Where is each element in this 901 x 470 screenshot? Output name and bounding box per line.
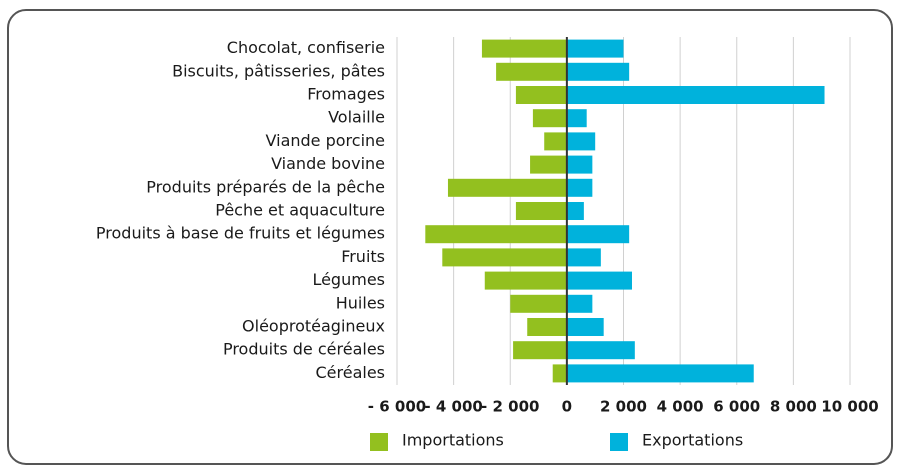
x-tick-label: 8 000 (770, 398, 817, 416)
bar (510, 294, 567, 313)
bar (566, 271, 632, 290)
bar (515, 202, 567, 220)
bar (496, 62, 567, 81)
category-label: Huiles (336, 293, 385, 312)
x-tick-label: 0 (562, 398, 572, 416)
bar (566, 39, 624, 58)
category-label: Produits préparés de la pêche (146, 177, 385, 196)
legend-swatch (610, 433, 628, 451)
bar (566, 178, 593, 197)
bar (566, 225, 630, 244)
bar (566, 155, 593, 174)
category-label: Biscuits, pâtisseries, pâtes (172, 61, 385, 80)
category-label: Viande porcine (266, 131, 385, 150)
category-label: Viande bovine (271, 154, 385, 173)
bar (447, 178, 567, 197)
x-tick-label: 6 000 (713, 398, 760, 416)
legend-label: Exportations (642, 431, 743, 450)
bar (481, 39, 567, 58)
x-tick-label: - 2 000 (481, 398, 539, 416)
x-tick-label: - 4 000 (424, 398, 482, 416)
category-label: Oléoprotéagineux (242, 317, 385, 336)
bar (566, 132, 596, 151)
x-tick-label: 2 000 (600, 398, 647, 416)
category-label: Fromages (307, 85, 385, 104)
bar (513, 341, 567, 360)
bar (566, 202, 584, 220)
bar (566, 318, 604, 336)
bar (484, 271, 567, 290)
legend-label: Importations (402, 431, 504, 450)
bar (566, 62, 630, 81)
bar (566, 364, 754, 383)
category-label: Chocolat, confiserie (227, 38, 385, 57)
bar (527, 318, 567, 336)
category-label: Produits de céréales (223, 340, 385, 359)
legend-swatch (370, 433, 388, 451)
frame (7, 9, 893, 465)
bar (425, 225, 567, 244)
category-label: Légumes (312, 270, 385, 289)
category-label: Céréales (315, 363, 385, 382)
bar (566, 294, 593, 313)
bar (552, 364, 567, 383)
x-tick-label: 4 000 (657, 398, 704, 416)
bar (515, 86, 567, 104)
bar (566, 248, 601, 267)
category-label: Pêche et aquaculture (215, 201, 385, 220)
category-label: Volaille (328, 108, 385, 127)
category-label: Fruits (341, 247, 385, 266)
x-tick-label: 10 000 (821, 398, 878, 416)
bar (530, 155, 567, 174)
bar (566, 109, 587, 128)
category-label: Produits à base de fruits et légumes (96, 224, 385, 243)
x-tick-label: - 6 000 (368, 398, 426, 416)
bar (544, 132, 567, 151)
bar (532, 109, 567, 128)
bar (442, 248, 567, 267)
bar (566, 86, 825, 104)
bar (566, 341, 635, 360)
